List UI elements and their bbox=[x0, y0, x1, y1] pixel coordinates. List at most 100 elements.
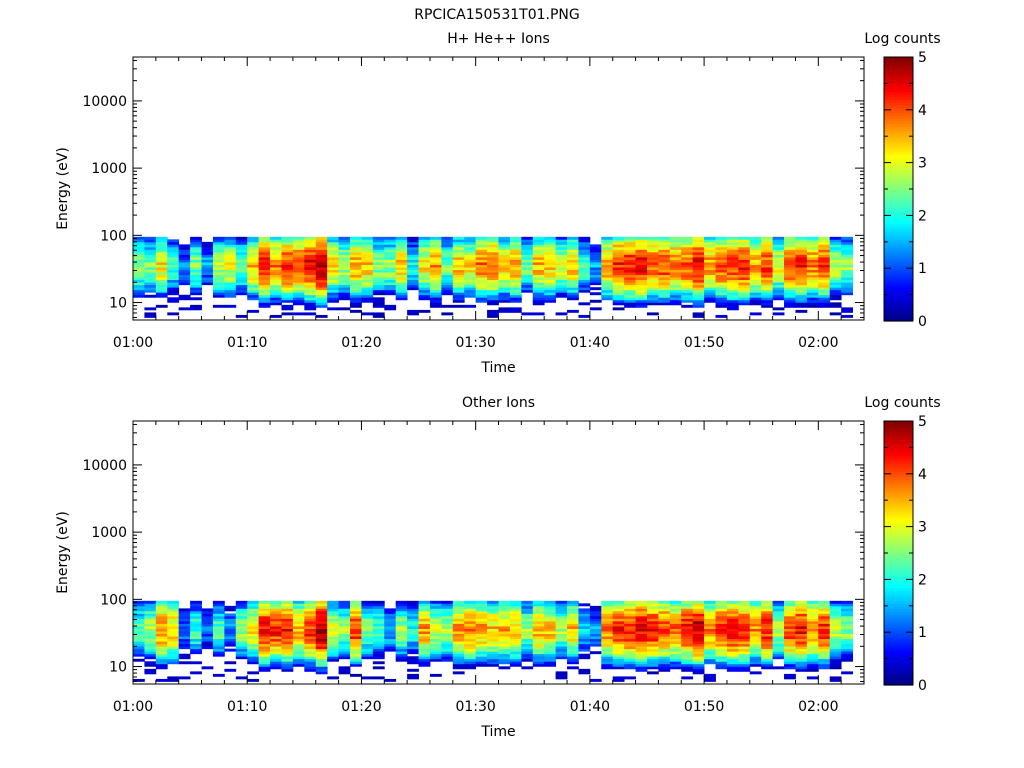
heatmap-cell bbox=[281, 244, 294, 248]
heatmap-cell bbox=[144, 628, 157, 632]
heatmap-cell bbox=[818, 304, 831, 308]
heatmap-cell bbox=[726, 267, 739, 270]
heatmap-cell bbox=[155, 272, 168, 276]
heatmap-cell bbox=[304, 244, 317, 248]
heatmap-cell bbox=[441, 284, 454, 288]
heatmap-cell bbox=[190, 633, 202, 637]
heatmap-cell bbox=[829, 289, 842, 293]
heatmap-cell bbox=[452, 279, 465, 283]
heatmap-cell bbox=[567, 608, 579, 612]
heatmap-cell bbox=[772, 307, 785, 311]
heatmap-cell bbox=[612, 279, 625, 283]
heatmap-cell bbox=[704, 246, 716, 250]
heatmap-cell bbox=[361, 269, 374, 273]
heatmap-cell bbox=[509, 603, 522, 607]
colorbar-segment bbox=[884, 120, 913, 124]
heatmap-cell bbox=[418, 254, 431, 258]
heatmap-cell bbox=[212, 236, 225, 240]
heatmap-cell bbox=[555, 623, 568, 627]
heatmap-cell bbox=[772, 259, 785, 263]
colorbar-segment bbox=[884, 107, 913, 111]
heatmap-cell bbox=[772, 623, 785, 627]
heatmap-cell bbox=[224, 636, 237, 640]
heatmap-cell bbox=[487, 605, 499, 609]
heatmap-cell bbox=[692, 668, 705, 672]
heatmap-cell bbox=[761, 239, 774, 243]
heatmap-cell bbox=[578, 287, 591, 291]
heatmap-cell bbox=[509, 643, 522, 647]
heatmap-cell bbox=[304, 249, 317, 253]
heatmap-cell bbox=[692, 262, 705, 265]
heatmap-cell bbox=[487, 287, 499, 291]
heatmap-cell bbox=[372, 249, 385, 253]
heatmap-cell bbox=[475, 615, 488, 619]
heatmap-cell bbox=[692, 269, 705, 273]
heatmap-cell bbox=[715, 284, 728, 288]
heatmap-cell bbox=[350, 294, 362, 298]
heatmap-cell bbox=[350, 663, 362, 667]
colorbar-segment bbox=[884, 560, 913, 565]
heatmap-cell bbox=[567, 641, 579, 645]
heatmap-cell bbox=[567, 264, 579, 268]
heatmap-cell bbox=[441, 643, 454, 647]
heatmap-cell bbox=[772, 615, 785, 619]
heatmap-cell bbox=[487, 646, 499, 650]
heatmap-cell bbox=[144, 663, 157, 667]
heatmap-cell bbox=[761, 284, 774, 288]
heatmap-cell bbox=[258, 656, 271, 660]
heatmap-cell bbox=[578, 264, 591, 268]
heatmap-cell bbox=[464, 254, 477, 258]
heatmap-cell bbox=[784, 613, 796, 617]
heatmap-cell bbox=[544, 274, 557, 278]
heatmap-cell bbox=[304, 284, 317, 288]
heatmap-cell bbox=[315, 302, 328, 306]
heatmap-cell bbox=[635, 603, 648, 607]
heatmap-cell bbox=[407, 618, 419, 622]
heatmap-cell bbox=[384, 610, 397, 614]
heatmap-cell bbox=[167, 605, 180, 609]
heatmap-cell bbox=[304, 277, 317, 281]
heatmap-cell bbox=[635, 628, 648, 632]
heatmap-cell bbox=[589, 244, 602, 248]
heatmap-cell bbox=[829, 297, 842, 301]
heatmap-cell bbox=[544, 613, 557, 617]
heatmap-cell bbox=[498, 239, 511, 243]
heatmap-cell bbox=[350, 246, 362, 250]
heatmap-cell bbox=[464, 246, 477, 250]
heatmap-cell bbox=[315, 299, 328, 303]
heatmap-cell bbox=[681, 623, 694, 627]
heatmap-cell bbox=[772, 262, 785, 265]
heatmap-cell bbox=[715, 661, 728, 665]
heatmap-cell bbox=[190, 615, 202, 619]
heatmap-cell bbox=[818, 236, 831, 240]
heatmap-cell bbox=[452, 256, 465, 260]
heatmap-cell bbox=[738, 274, 751, 278]
heatmap-cell bbox=[178, 643, 191, 647]
heatmap-cell bbox=[167, 277, 180, 281]
heatmap-cell bbox=[338, 282, 351, 286]
colorbar-tick-label: 1 bbox=[918, 625, 927, 641]
heatmap-cell bbox=[818, 272, 831, 276]
heatmap-cell bbox=[646, 297, 659, 301]
heatmap-cell bbox=[669, 641, 682, 645]
heatmap-cell bbox=[726, 653, 739, 657]
heatmap-cell bbox=[521, 633, 534, 637]
heatmap-cell bbox=[726, 651, 739, 655]
heatmap-cell bbox=[429, 249, 442, 253]
heatmap-cell bbox=[829, 666, 842, 670]
heatmap-cell bbox=[635, 666, 648, 670]
heatmap-cell bbox=[235, 613, 248, 617]
heatmap-cell bbox=[681, 666, 694, 670]
heatmap-cell bbox=[646, 638, 659, 642]
heatmap-cell bbox=[498, 620, 511, 624]
heatmap-cell bbox=[212, 628, 225, 632]
heatmap-cell bbox=[292, 282, 305, 286]
heatmap-cell bbox=[258, 638, 271, 642]
heatmap-cell bbox=[784, 673, 796, 677]
heatmap-cell bbox=[338, 603, 351, 607]
heatmap-cell bbox=[795, 628, 808, 632]
heatmap-cell bbox=[281, 620, 294, 624]
heatmap-cell bbox=[749, 658, 762, 662]
heatmap-cell bbox=[212, 246, 225, 250]
heatmap-cell bbox=[315, 646, 328, 650]
